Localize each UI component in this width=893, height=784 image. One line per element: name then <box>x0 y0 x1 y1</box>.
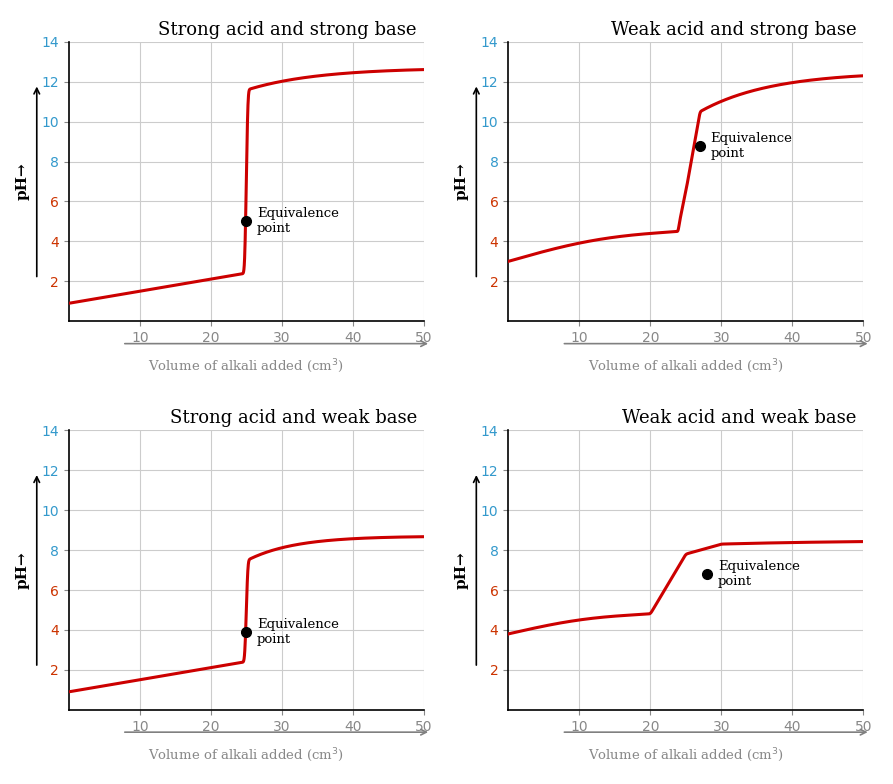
Text: Weak acid and strong base: Weak acid and strong base <box>611 21 856 39</box>
Text: pH→: pH→ <box>15 162 29 201</box>
Text: Volume of alkali added (cm$^3$): Volume of alkali added (cm$^3$) <box>148 746 345 764</box>
Text: Weak acid and weak base: Weak acid and weak base <box>622 409 856 427</box>
Text: pH→: pH→ <box>455 162 469 201</box>
Text: Volume of alkali added (cm$^3$): Volume of alkali added (cm$^3$) <box>148 358 345 376</box>
Text: Equivalence
point: Equivalence point <box>718 560 800 588</box>
Text: pH→: pH→ <box>455 551 469 589</box>
Text: Strong acid and weak base: Strong acid and weak base <box>170 409 417 427</box>
Text: Equivalence
point: Equivalence point <box>257 208 338 235</box>
Text: Strong acid and strong base: Strong acid and strong base <box>158 21 417 39</box>
Text: Equivalence
point: Equivalence point <box>257 618 338 646</box>
Text: pH→: pH→ <box>15 551 29 589</box>
Text: Equivalence
point: Equivalence point <box>711 132 793 160</box>
Text: Volume of alkali added (cm$^3$): Volume of alkali added (cm$^3$) <box>588 746 784 764</box>
Text: Volume of alkali added (cm$^3$): Volume of alkali added (cm$^3$) <box>588 358 784 376</box>
